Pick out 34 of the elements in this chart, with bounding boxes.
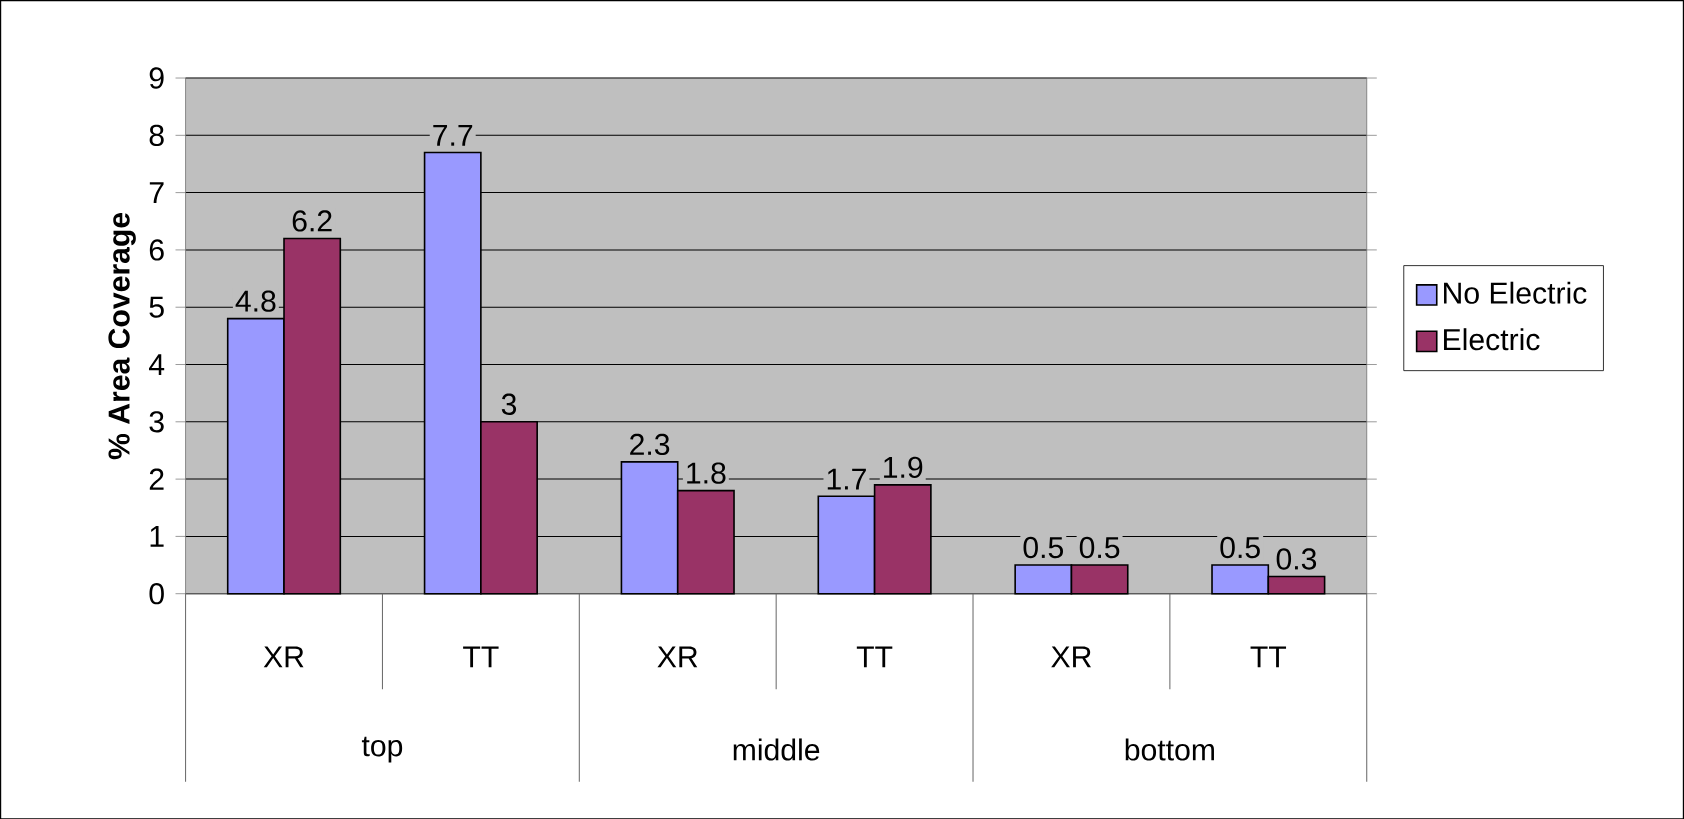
- y-tick-label: 0: [149, 582, 164, 605]
- y-tick-label: 2: [149, 468, 164, 490]
- text: top: [361, 736, 403, 763]
- data-label: 0.3: [1276, 548, 1317, 570]
- data-label: 1.8: [687, 462, 726, 484]
- y-tick-label: 7: [149, 182, 164, 203]
- y-tick-label: 9: [149, 67, 164, 89]
- data-label: 4.8: [235, 290, 276, 312]
- data-label: 0.5: [1023, 536, 1064, 558]
- y-tick-label: 1: [150, 525, 164, 547]
- data-label: 0.5: [1079, 536, 1120, 558]
- y-tick-label: 6: [149, 239, 164, 261]
- y-tick-label: 4: [148, 353, 165, 375]
- data-label: 3: [501, 393, 517, 415]
- data-label: 6.2: [292, 210, 332, 232]
- y-tick-label: 8: [149, 124, 164, 146]
- x-tick-label: TT: [1250, 646, 1287, 667]
- legend-label: No Electric: [1444, 281, 1587, 304]
- text: middle: [733, 738, 820, 761]
- text: bottom: [1125, 738, 1214, 761]
- data-label: 1.9: [884, 456, 923, 478]
- x-tick-label: TT: [463, 646, 499, 667]
- x-tick-label: XR: [657, 646, 698, 667]
- x-tick-label: XR: [263, 646, 304, 667]
- x-tick-label: XR: [1051, 646, 1091, 667]
- data-label: 2.3: [630, 433, 670, 455]
- legend-label: Electric: [1444, 327, 1540, 351]
- y-axis-title: % Area Coverage: [108, 212, 136, 459]
- x-tick-label: TT: [856, 646, 893, 667]
- data-label: 0.5: [1220, 536, 1260, 558]
- y-tick-label: 5: [149, 296, 164, 318]
- data-label: 1.7: [827, 468, 866, 490]
- y-tick-label: 3: [149, 410, 164, 433]
- data-label: 7.7: [433, 124, 473, 146]
